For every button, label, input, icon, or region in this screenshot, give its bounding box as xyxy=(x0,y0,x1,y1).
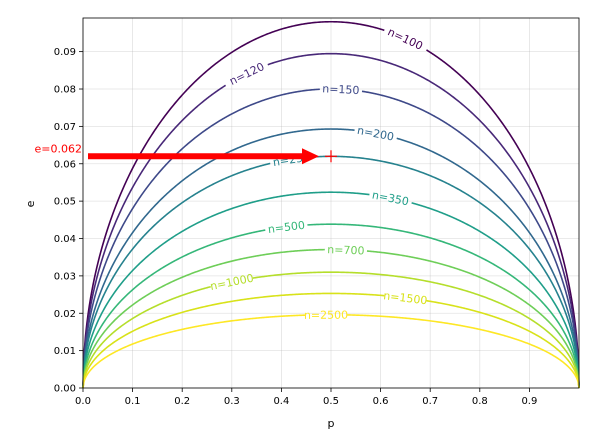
contour-line-n120 xyxy=(267,52,580,389)
y-tick-label: 0.03 xyxy=(54,271,76,282)
x-tick-label: 0.5 xyxy=(323,396,339,407)
contour-labels: n=100n=120n=150n=200n=250n=350n=500n=700… xyxy=(209,25,428,322)
y-tick-label: 0.08 xyxy=(54,85,76,96)
contour-label-n200: n=200 xyxy=(356,124,395,144)
contour-line-n200 xyxy=(396,137,580,389)
contour-line-n1000 xyxy=(82,285,211,389)
y-tick-label: 0.02 xyxy=(54,309,76,320)
contour-line-n1000 xyxy=(252,271,580,389)
contour-label-n150: n=150 xyxy=(322,82,360,97)
x-axis-ticks: 0.0 0.1 0.2 0.3 0.4 0.5 0.6 0.7 0.8 0.9 xyxy=(75,388,537,407)
x-axis-label: p xyxy=(328,417,335,430)
annotation: e=0.062 xyxy=(35,142,337,165)
y-tick-label: 0.07 xyxy=(54,122,76,133)
contour-label-n500: n=500 xyxy=(267,219,305,236)
y-tick-label: 0.06 xyxy=(54,159,76,170)
contour-label-n2500: n=2500 xyxy=(304,309,348,322)
y-tick-label: 0.09 xyxy=(54,47,76,58)
contour-line-n500 xyxy=(307,223,580,389)
x-tick-label: 0.6 xyxy=(373,396,389,407)
contour-line-n250 xyxy=(312,155,580,389)
contour-label-n1500: n=1500 xyxy=(383,289,428,307)
contour-curves xyxy=(82,20,580,389)
contour-label-n120: n=120 xyxy=(227,60,266,88)
contour-line-n500 xyxy=(82,229,266,389)
x-tick-label: 0.9 xyxy=(521,396,537,407)
contour-line-n100 xyxy=(82,20,385,389)
contour-line-n100 xyxy=(426,49,580,389)
annotation-arrow-head xyxy=(302,148,319,165)
contour-label-n100: n=100 xyxy=(386,25,425,52)
annotation-label: e=0.062 xyxy=(35,142,82,155)
y-tick-label: 0.05 xyxy=(54,197,76,208)
contour-line-n150 xyxy=(82,88,320,389)
x-tick-label: 0.8 xyxy=(472,396,488,407)
y-tick-label: 0.04 xyxy=(54,234,76,245)
contour-line-n1500 xyxy=(82,292,385,389)
y-axis-label: e xyxy=(24,200,37,207)
x-tick-label: 0.7 xyxy=(422,396,438,407)
contour-line-n2500 xyxy=(347,314,580,389)
contour-line-n2500 xyxy=(82,314,305,389)
contour-label-n700: n=700 xyxy=(327,243,365,257)
x-tick-label: 0.4 xyxy=(273,396,289,407)
y-axis-ticks: 0.00 0.01 0.02 0.03 0.04 0.05 0.06 0.07 0.08 0.09 xyxy=(54,47,83,395)
contour-line-n700 xyxy=(82,248,325,389)
x-tick-label: 0.3 xyxy=(224,396,240,407)
y-tick-label: 0.00 xyxy=(54,384,76,395)
x-tick-label: 0.2 xyxy=(174,396,190,407)
contour-line-n700 xyxy=(366,250,580,389)
contour-line-n250 xyxy=(82,162,271,389)
x-tick-label: 0.0 xyxy=(75,396,91,407)
contour-label-n350: n=350 xyxy=(371,188,410,208)
contour-line-n1500 xyxy=(426,299,580,389)
contour-line-n200 xyxy=(82,128,355,389)
contour-line-n150 xyxy=(361,90,580,389)
contour-line-n350 xyxy=(411,202,580,389)
y-tick-label: 0.01 xyxy=(54,346,76,357)
x-tick-label: 0.1 xyxy=(125,396,141,407)
contour-line-n350 xyxy=(82,191,370,389)
